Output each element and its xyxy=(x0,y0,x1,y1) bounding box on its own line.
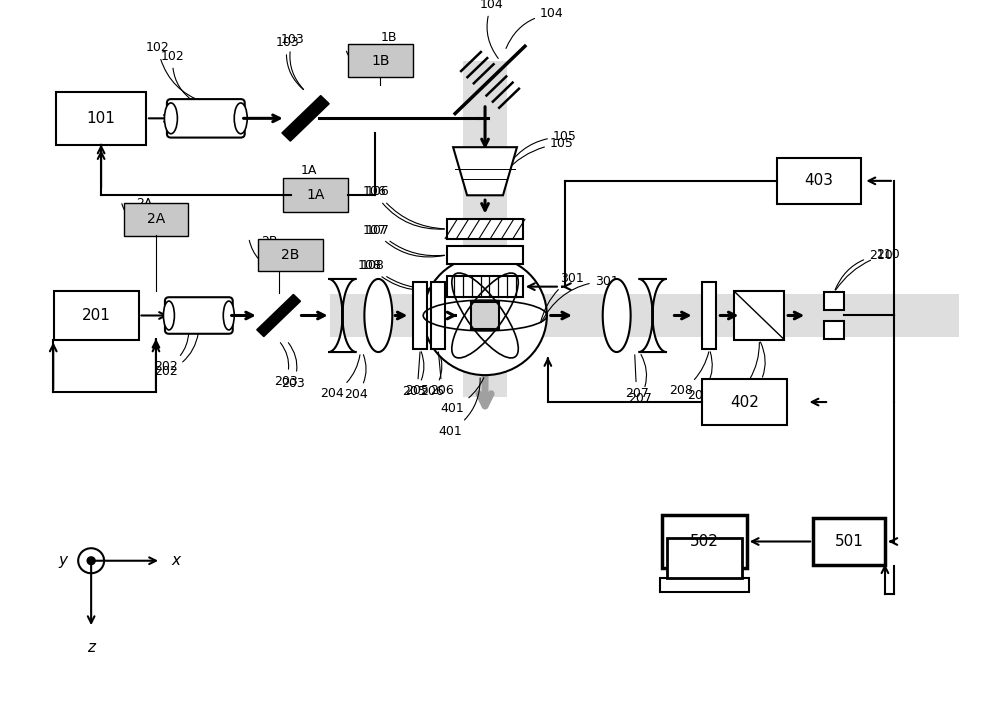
Text: 103: 103 xyxy=(281,34,304,90)
Text: 1A: 1A xyxy=(300,164,317,193)
Ellipse shape xyxy=(223,301,234,330)
FancyBboxPatch shape xyxy=(824,292,844,310)
FancyBboxPatch shape xyxy=(463,61,507,397)
Text: 203: 203 xyxy=(274,343,297,388)
FancyBboxPatch shape xyxy=(662,515,747,568)
Polygon shape xyxy=(603,279,631,352)
Text: 104: 104 xyxy=(480,0,504,59)
Text: 2B: 2B xyxy=(281,248,300,262)
Text: 403: 403 xyxy=(819,171,843,184)
Text: 201: 201 xyxy=(82,308,111,323)
FancyBboxPatch shape xyxy=(471,302,499,329)
Text: 107: 107 xyxy=(365,224,444,256)
Text: 108: 108 xyxy=(360,259,444,289)
Text: 301: 301 xyxy=(541,275,618,323)
Text: 208: 208 xyxy=(670,352,709,397)
Text: 204: 204 xyxy=(344,354,368,401)
FancyBboxPatch shape xyxy=(330,294,959,337)
Text: 402: 402 xyxy=(744,392,768,405)
Text: 108: 108 xyxy=(357,259,444,290)
FancyBboxPatch shape xyxy=(660,578,749,591)
Text: 207: 207 xyxy=(628,354,652,405)
FancyBboxPatch shape xyxy=(447,276,523,297)
Text: 402: 402 xyxy=(730,395,759,410)
FancyBboxPatch shape xyxy=(734,291,784,339)
FancyBboxPatch shape xyxy=(702,379,787,425)
FancyBboxPatch shape xyxy=(667,538,742,578)
Text: 204: 204 xyxy=(321,355,360,400)
Polygon shape xyxy=(257,294,300,337)
FancyBboxPatch shape xyxy=(167,99,245,137)
FancyBboxPatch shape xyxy=(54,291,139,339)
Text: 2B: 2B xyxy=(261,236,277,269)
Text: 210: 210 xyxy=(836,248,900,290)
Text: z: z xyxy=(87,640,95,655)
Ellipse shape xyxy=(163,301,174,330)
Text: 501: 501 xyxy=(835,534,863,549)
Text: 210: 210 xyxy=(835,248,893,290)
Text: x: x xyxy=(171,553,180,569)
Text: 403: 403 xyxy=(805,173,834,188)
Text: y: y xyxy=(59,553,68,569)
Text: 106: 106 xyxy=(362,185,444,229)
Polygon shape xyxy=(364,279,392,352)
FancyBboxPatch shape xyxy=(258,238,323,271)
Polygon shape xyxy=(328,279,356,352)
Text: 208: 208 xyxy=(687,352,712,402)
Circle shape xyxy=(87,557,95,565)
Text: 1A: 1A xyxy=(306,188,325,203)
Text: 205: 205 xyxy=(405,352,429,397)
FancyBboxPatch shape xyxy=(777,158,861,204)
Text: 107: 107 xyxy=(362,224,444,257)
Text: 101: 101 xyxy=(87,111,116,126)
FancyBboxPatch shape xyxy=(447,246,523,263)
Circle shape xyxy=(423,256,547,375)
FancyBboxPatch shape xyxy=(56,92,146,145)
Text: 502: 502 xyxy=(690,534,719,549)
FancyBboxPatch shape xyxy=(124,203,188,236)
FancyBboxPatch shape xyxy=(431,282,445,349)
Text: 105: 105 xyxy=(504,130,577,172)
FancyBboxPatch shape xyxy=(348,44,413,77)
Text: 102: 102 xyxy=(146,41,203,102)
Polygon shape xyxy=(282,95,329,141)
Text: 104: 104 xyxy=(506,7,564,49)
Text: 202: 202 xyxy=(154,333,198,378)
Text: 203: 203 xyxy=(282,343,305,390)
Text: 2A: 2A xyxy=(147,213,165,226)
FancyBboxPatch shape xyxy=(413,282,427,349)
Text: 401: 401 xyxy=(440,377,484,415)
Text: 103: 103 xyxy=(276,37,303,90)
Text: 106: 106 xyxy=(365,185,444,229)
Polygon shape xyxy=(639,279,667,352)
Text: 206: 206 xyxy=(420,352,444,398)
Text: 301: 301 xyxy=(541,272,584,322)
FancyBboxPatch shape xyxy=(813,518,885,565)
Text: 209: 209 xyxy=(729,342,759,397)
FancyBboxPatch shape xyxy=(824,321,844,339)
Text: 206: 206 xyxy=(430,352,454,397)
Text: 2A: 2A xyxy=(136,197,154,233)
Ellipse shape xyxy=(164,103,177,134)
Polygon shape xyxy=(453,147,517,195)
FancyBboxPatch shape xyxy=(447,219,523,238)
FancyBboxPatch shape xyxy=(165,297,233,334)
Text: 401: 401 xyxy=(438,378,480,437)
Text: 1B: 1B xyxy=(371,54,390,67)
Text: 202: 202 xyxy=(154,333,189,373)
Text: 105: 105 xyxy=(505,137,574,172)
Text: 1B: 1B xyxy=(378,32,397,75)
Text: 207: 207 xyxy=(625,355,649,400)
Text: 205: 205 xyxy=(402,352,426,398)
Circle shape xyxy=(78,548,104,574)
FancyBboxPatch shape xyxy=(702,282,716,349)
FancyBboxPatch shape xyxy=(283,178,348,212)
Ellipse shape xyxy=(234,103,247,134)
Text: 209: 209 xyxy=(744,342,768,395)
Text: 102: 102 xyxy=(161,49,194,102)
